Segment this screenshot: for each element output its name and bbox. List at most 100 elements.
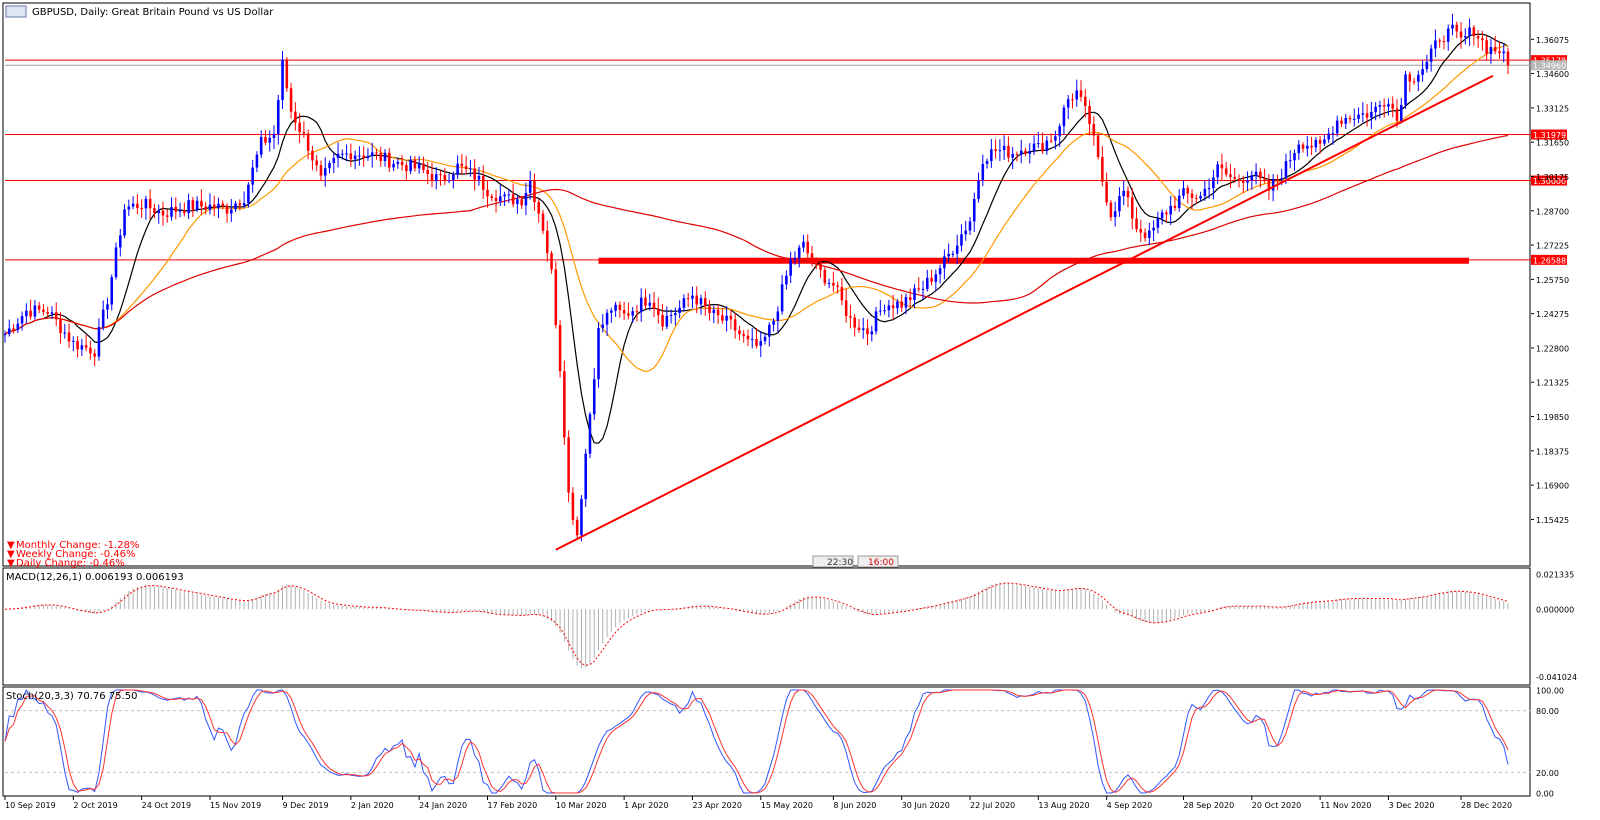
candle-body xyxy=(63,332,67,334)
candle-body xyxy=(1314,139,1318,148)
candle-body xyxy=(1455,24,1459,32)
candle-body xyxy=(106,304,109,310)
level-badge xyxy=(1531,254,1567,265)
candle-body xyxy=(943,256,946,269)
date-tick-label: 28 Dec 2020 xyxy=(1461,801,1512,810)
level-badge xyxy=(1531,129,1567,140)
session-labels: 22:30 16:00 xyxy=(812,555,899,568)
candle-body xyxy=(336,153,340,159)
candle-body xyxy=(315,160,318,166)
candle-body xyxy=(1109,202,1113,218)
candle-body xyxy=(230,209,233,214)
candle-body xyxy=(212,204,216,209)
candle-body xyxy=(815,261,818,264)
candle-body xyxy=(870,331,874,335)
candle-body xyxy=(349,153,353,160)
candle-body xyxy=(1241,180,1245,183)
candle-body xyxy=(1472,27,1476,37)
candle-body xyxy=(1468,27,1471,37)
date-tick-label: 17 Feb 2020 xyxy=(487,801,537,810)
macd-tick-label: 0.021335 xyxy=(1536,571,1574,580)
candle-body xyxy=(1451,24,1454,29)
candle-body xyxy=(281,59,284,101)
price-tick-label: 1.36075 xyxy=(1536,36,1569,45)
price-tick-label: 1.15425 xyxy=(1536,516,1569,525)
candle-body xyxy=(657,308,660,316)
daily-change: Daily Change: -0.46% xyxy=(16,558,125,569)
level-badge xyxy=(1531,55,1567,66)
price-tick-label: 1.27225 xyxy=(1536,242,1569,251)
candle-body xyxy=(1382,105,1386,107)
candle-body xyxy=(981,163,985,181)
candle-body xyxy=(50,312,54,314)
candle-body xyxy=(430,173,434,182)
price-tick-label: 1.21325 xyxy=(1536,379,1569,388)
candle-body xyxy=(1481,38,1484,41)
candle-body xyxy=(1348,118,1352,120)
candle-body xyxy=(72,340,75,342)
candle-body xyxy=(204,206,207,210)
candle-body xyxy=(712,309,716,314)
candle-body xyxy=(1101,156,1104,182)
candle-body xyxy=(251,167,254,185)
candle-body xyxy=(789,259,792,276)
candle-body xyxy=(1476,36,1480,39)
candle-body xyxy=(669,315,673,317)
candle-body xyxy=(1122,190,1125,197)
candle-body xyxy=(165,215,169,217)
price-tick-label: 1.24275 xyxy=(1536,310,1569,319)
candle-body xyxy=(840,287,844,301)
candle-body xyxy=(849,316,852,318)
candle-body xyxy=(998,150,1002,152)
chart-menu-icon[interactable] xyxy=(5,5,27,18)
candle-body xyxy=(33,305,37,317)
candle-body xyxy=(938,268,942,275)
candle-body xyxy=(1340,120,1343,124)
date-tick-label: 10 Mar 2020 xyxy=(556,801,607,810)
candle-body xyxy=(1088,106,1091,125)
candle-body xyxy=(665,315,669,327)
candle-body xyxy=(12,328,15,331)
candle-body xyxy=(1263,178,1266,180)
date-tick-label: 13 Aug 2020 xyxy=(1038,801,1089,810)
candle-body xyxy=(968,221,972,231)
candle-body xyxy=(499,196,502,202)
candle-body xyxy=(1464,36,1467,38)
candle-body xyxy=(644,297,647,306)
candle-body xyxy=(434,174,438,182)
date-tick-label: 30 Jun 2020 xyxy=(902,801,950,810)
date-tick-label: 24 Jan 2020 xyxy=(419,801,467,810)
date-tick-label: 23 Apr 2020 xyxy=(692,801,741,810)
date-tick-label: 15 May 2020 xyxy=(761,801,813,810)
candle-body xyxy=(977,180,980,199)
candle-body xyxy=(635,311,639,313)
candle-body xyxy=(580,499,583,536)
candle-body xyxy=(144,198,148,209)
candle-body xyxy=(1028,150,1032,154)
candle-body xyxy=(370,152,374,156)
candle-body xyxy=(59,319,62,333)
candle-body xyxy=(964,230,968,235)
candle-body xyxy=(1280,178,1283,180)
current-price-label: 1.34960 xyxy=(1533,62,1566,71)
stoch-tick-label: 20.00 xyxy=(1536,769,1559,778)
candle-body xyxy=(823,269,827,284)
candle-body xyxy=(750,339,754,341)
session-time-left: 22:30 xyxy=(827,558,853,568)
candle-body xyxy=(221,203,225,206)
main-pane-frame xyxy=(2,2,1531,567)
candle-body xyxy=(622,310,626,314)
candle-body xyxy=(242,203,246,206)
candle-body xyxy=(1173,205,1177,208)
candle-body xyxy=(1246,180,1249,183)
candle-body xyxy=(1306,145,1309,149)
candle-body xyxy=(1015,153,1019,155)
candle-body xyxy=(473,168,476,180)
candle-body xyxy=(289,88,293,112)
candle-body xyxy=(1105,181,1108,203)
candle-body xyxy=(682,298,686,308)
candle-body xyxy=(768,324,771,337)
level-badge xyxy=(1531,175,1567,186)
candle-body xyxy=(1421,69,1424,75)
